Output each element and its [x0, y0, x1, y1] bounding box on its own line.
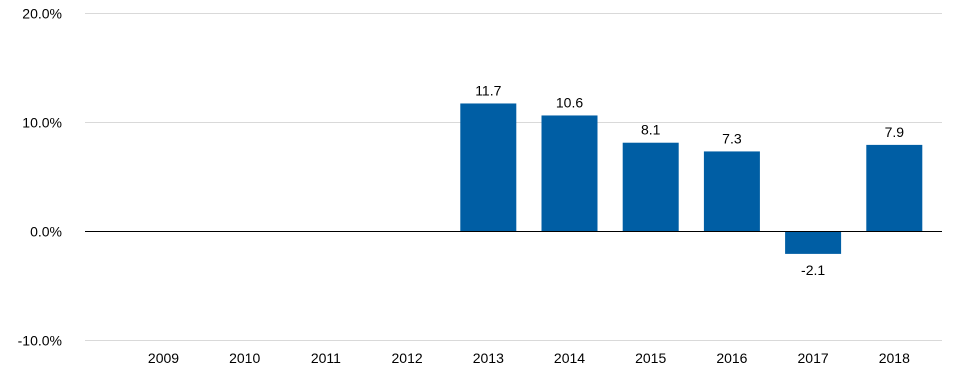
x-tick-label: 2016 [716, 350, 747, 365]
data-label: 10.6 [556, 94, 583, 110]
x-tick-label: 2017 [798, 350, 829, 365]
data-label: -2.1 [801, 262, 825, 278]
x-tick-label: 2010 [229, 350, 260, 365]
x-axis-tick-labels: 2009 2010 2011 2012 2013 2014 2015 2016 2017 2018 [148, 350, 910, 366]
bar [460, 103, 517, 231]
x-tick-label: 2015 [635, 350, 666, 365]
bar [866, 144, 923, 231]
bar [785, 231, 842, 254]
data-labels: 11.7 10.6 8.1 7.3 -2.1 7.9 [475, 82, 904, 277]
x-tick-label: 2009 [148, 350, 179, 365]
bar [622, 142, 679, 231]
x-tick-label: 2018 [879, 350, 910, 365]
y-tick-label: 0.0% [30, 224, 62, 240]
bar [541, 115, 598, 231]
x-tick-label: 2012 [392, 350, 423, 365]
data-label: 8.1 [641, 122, 661, 138]
x-tick-label: 2014 [554, 350, 585, 365]
data-label: 7.9 [885, 124, 905, 140]
x-tick-label: 2013 [473, 350, 504, 365]
y-axis-tick-labels: 20.0% 10.0% 0.0% -10.0% [18, 6, 62, 349]
y-tick-label: -10.0% [18, 333, 62, 349]
x-tick-label: 2011 [311, 350, 341, 365]
data-label: 11.7 [475, 82, 501, 98]
bar [703, 151, 760, 231]
bars [460, 103, 923, 254]
y-tick-label: 20.0% [22, 6, 62, 22]
y-tick-label: 10.0% [22, 115, 62, 131]
data-label: 7.3 [722, 130, 742, 146]
